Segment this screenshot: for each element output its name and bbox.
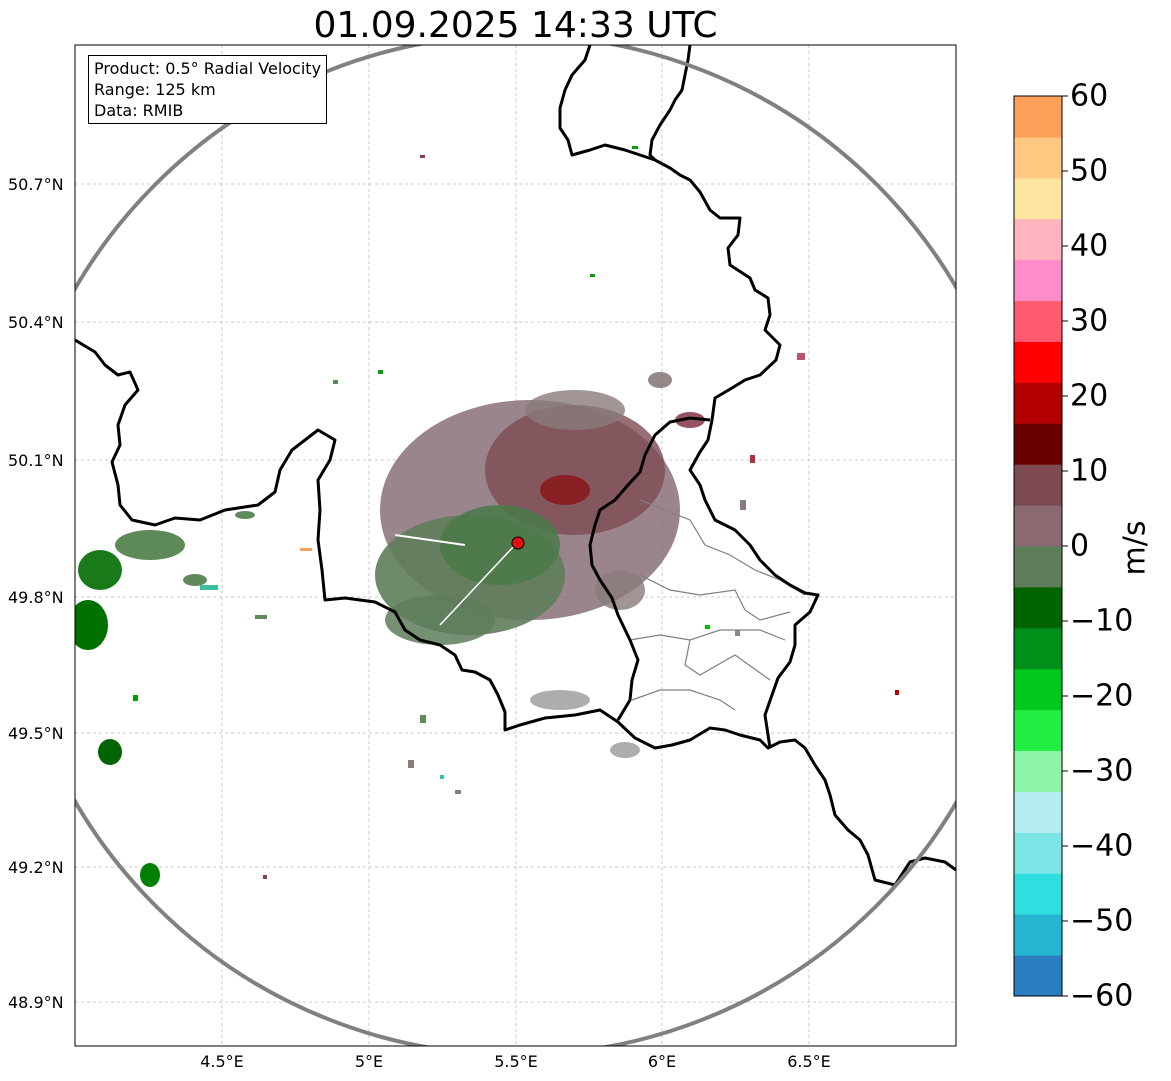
lon-label: 5.5°E [494, 1052, 538, 1071]
colorbar-segment [1014, 873, 1062, 915]
colorbar-segment [1014, 832, 1062, 874]
lat-label: 50.4°N [8, 313, 64, 332]
colorbar-tick-label: −60 [1070, 978, 1134, 1014]
colorbar-tick-label: 50 [1070, 153, 1109, 189]
colorbar-tick-label: 10 [1070, 453, 1109, 489]
colorbar-tick-label: −10 [1070, 603, 1134, 639]
internal-boundaries [629, 499, 806, 711]
map-title: 01.09.2025 14:33 UTC [313, 5, 718, 46]
colorbar-segment [1014, 341, 1062, 383]
colorbar-segment [1014, 586, 1062, 629]
lat-label: 48.9°N [8, 993, 64, 1012]
colorbar-tick-label: 60 [1070, 78, 1109, 114]
colorbar-segment [1014, 914, 1062, 956]
map-frame [74, 44, 957, 1047]
colorbar-segment [1014, 668, 1062, 711]
lat-label: 50.7°N [8, 175, 64, 194]
colorbar-segment [1014, 136, 1062, 179]
colorbar-segment [1014, 709, 1062, 752]
colorbar [1014, 96, 1062, 997]
colorbar-segment [1014, 627, 1062, 670]
colorbar-segment [1014, 505, 1062, 547]
colorbar-segment [1014, 382, 1062, 424]
lat-label: 49.5°N [8, 724, 64, 743]
lon-label: 5°E [354, 1052, 384, 1071]
colorbar-unit-label: m/s [1117, 520, 1153, 576]
country-borders [75, 45, 956, 887]
radar-echo-area [75, 146, 899, 887]
colorbar-segment [1014, 218, 1062, 261]
colorbar-tick-label: −50 [1070, 903, 1134, 939]
lon-label: 6.5°E [787, 1052, 831, 1071]
radar-site-marker [511, 536, 525, 550]
lon-label: 4.5°E [200, 1052, 244, 1071]
colorbar-tick-label: 30 [1070, 303, 1109, 339]
colorbar-segment [1014, 750, 1062, 792]
info-product: Product: 0.5° Radial Velocity [94, 59, 322, 78]
lat-label: 50.1°N [8, 451, 64, 470]
colorbar-segment [1014, 955, 1062, 997]
colorbar-tick-label: −30 [1070, 753, 1134, 789]
colorbar-tick-label: 0 [1070, 528, 1090, 564]
colorbar-segment [1014, 177, 1062, 220]
colorbar-tick-label: −40 [1070, 828, 1134, 864]
colorbar-tick-label: −20 [1070, 678, 1134, 714]
colorbar-segment [1014, 96, 1062, 138]
colorbar-segment [1014, 300, 1062, 342]
product-info-box: Product: 0.5° Radial Velocity Range: 125… [88, 55, 328, 124]
info-range: Range: 125 km [94, 80, 216, 99]
colorbar-segment [1014, 791, 1062, 833]
lat-label: 49.2°N [8, 858, 64, 877]
lon-label: 6°E [647, 1052, 677, 1071]
colorbar-segment [1014, 546, 1062, 588]
lat-label: 49.8°N [8, 588, 64, 607]
colorbar-tick-label: 20 [1070, 378, 1109, 414]
colorbar-segment [1014, 464, 1062, 506]
colorbar-tick-label: 40 [1070, 228, 1109, 264]
colorbar-segment [1014, 259, 1062, 302]
info-data-source: Data: RMIB [94, 101, 184, 120]
colorbar-segment [1014, 423, 1062, 465]
